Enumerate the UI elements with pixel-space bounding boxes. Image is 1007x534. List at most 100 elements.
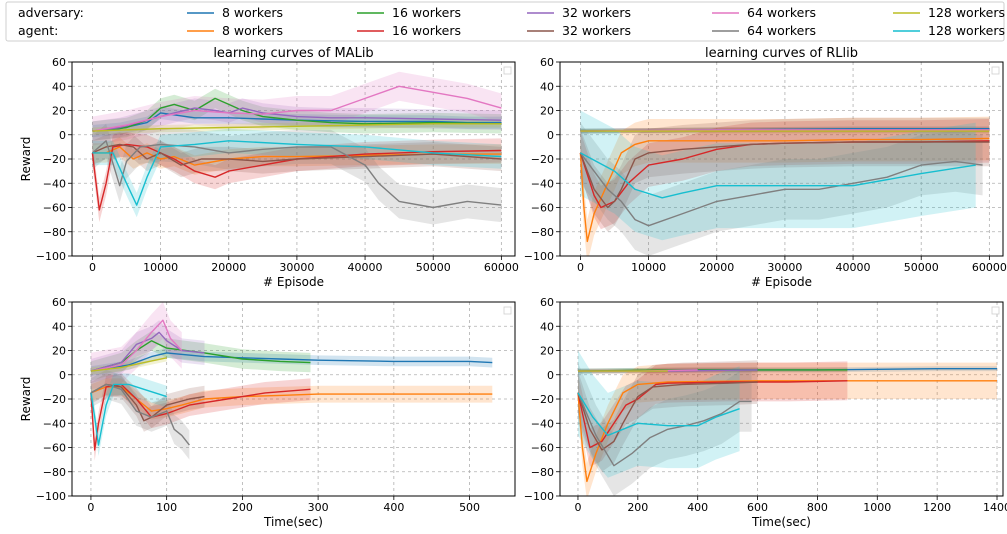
series-line-adv32 <box>90 331 205 372</box>
legend-label-agent-4: 128 workers <box>928 23 1005 38</box>
y-tick-label-2: −60 <box>531 202 554 215</box>
y-axis-label: Reward <box>19 137 33 182</box>
y-tick-label-6: 20 <box>52 345 66 358</box>
band-ag64 <box>92 123 502 225</box>
series-line-ag32 <box>579 141 990 209</box>
legend-label-adversary-2: 32 workers <box>562 5 631 20</box>
x-tick-label-0: 0 <box>574 501 581 514</box>
series-line-adv8 <box>90 352 493 372</box>
y-tick-label-2: −60 <box>43 202 66 215</box>
x-tick-label-5: 500 <box>459 501 480 514</box>
band-ag8 <box>578 362 997 496</box>
y-tick-label-5: 0 <box>547 369 554 382</box>
series-line-ag128 <box>90 383 167 446</box>
series-line-adv64 <box>92 85 502 132</box>
series-line-ag128 <box>92 140 502 206</box>
series-lines <box>577 368 997 483</box>
band-ag32 <box>92 132 502 178</box>
legend: adversary: agent: 8 workers 16 workers 32 … <box>5 1 1005 42</box>
x-tick-label-0: 0 <box>87 501 94 514</box>
y-tick-label-1: −80 <box>43 226 66 239</box>
x-axis-label: # Episode <box>751 275 812 289</box>
x-tick-label-2: 400 <box>687 501 708 514</box>
x-tick-label-6: 60000 <box>972 261 1007 274</box>
series-line-ag128 <box>577 392 740 437</box>
band-adv64 <box>92 71 502 146</box>
x-tick-label-3: 30000 <box>279 261 314 274</box>
x-tick-label-6: 60000 <box>484 261 519 274</box>
y-tick-label-5: 0 <box>59 369 66 382</box>
series-line-ag16 <box>91 143 502 211</box>
y-tick-label-3: −40 <box>531 417 554 430</box>
legend-label-agent-0: 8 workers <box>222 23 283 38</box>
empty-legend-marker <box>991 306 1000 315</box>
x-tick-label-3: 30000 <box>767 261 802 274</box>
y-tick-label-0: −100 <box>36 250 66 263</box>
series-line-ag64 <box>577 392 752 467</box>
panel-malib-episode: 0 10000 20000 30000 40000 50000 60000 −100 −80 −6… <box>19 46 519 289</box>
series-line-adv128 <box>90 357 167 372</box>
x-tick-label-5: 50000 <box>416 261 451 274</box>
series-line-ag8 <box>579 137 990 243</box>
series-line-ag64 <box>91 140 502 209</box>
series-line-ag64 <box>579 152 983 227</box>
series-line-adv128 <box>92 123 502 132</box>
band-adv16 <box>92 88 502 141</box>
x-tick-label-2: 20000 <box>211 261 246 274</box>
x-tick-label-4: 40000 <box>836 261 871 274</box>
y-tick-label-1: −80 <box>43 466 66 479</box>
empty-legend-marker <box>503 306 512 315</box>
y-tick-label-7: 40 <box>52 320 66 333</box>
legend-label-agent-1: 16 workers <box>392 23 461 38</box>
band-ag16 <box>578 361 848 467</box>
x-tick-label-3: 300 <box>308 501 329 514</box>
band-ag128 <box>580 110 976 241</box>
band-ag8 <box>580 116 990 256</box>
series-line-ag16 <box>90 383 311 451</box>
empty-legend-marker <box>503 66 512 75</box>
legend-box <box>5 1 1005 42</box>
x-tick-label-6: 1200 <box>923 501 951 514</box>
y-tick-label-1: −80 <box>531 226 554 239</box>
x-tick-label-0: 0 <box>577 261 584 274</box>
y-tick-label-3: −40 <box>531 177 554 190</box>
panel-malib-time: 0 100 200 300 400 500 −100 −80 −60 −40 −20 0 20 40 60 T… <box>19 296 516 529</box>
y-tick-label-8: 60 <box>540 56 554 69</box>
x-tick-label-0: 0 <box>89 261 96 274</box>
y-tick-label-8: 60 <box>52 56 66 69</box>
series-line-ag32 <box>92 143 502 166</box>
legend-label-agent-2: 32 workers <box>562 23 631 38</box>
x-axis-label: Time(sec) <box>263 515 323 529</box>
y-tick-label-5: 0 <box>547 129 554 142</box>
series-line-ag8 <box>577 380 997 483</box>
band-ag32 <box>578 360 758 472</box>
y-tick-label-6: 20 <box>540 105 554 118</box>
empty-legend-marker <box>991 66 1000 75</box>
band-ag128 <box>92 128 502 218</box>
band-ag64 <box>578 362 752 496</box>
x-tick-label-2: 20000 <box>699 261 734 274</box>
y-tick-label-4: −20 <box>531 393 554 406</box>
series-line-ag64 <box>90 383 190 446</box>
y-tick-label-7: 40 <box>52 80 66 93</box>
series-lines <box>91 85 502 211</box>
y-tick-label-4: −20 <box>43 393 66 406</box>
band-ag64 <box>90 369 190 460</box>
panel-rllib-episode: 0 10000 20000 30000 40000 50000 60000 −100 −80 −6… <box>524 46 1007 289</box>
y-tick-label-4: −20 <box>531 153 554 166</box>
x-tick-label-3: 600 <box>747 501 768 514</box>
y-tick-label-6: 20 <box>540 345 554 358</box>
legend-row-label-agent: agent: <box>18 23 58 38</box>
x-tick-label-1: 10000 <box>143 261 178 274</box>
x-tick-label-4: 800 <box>807 501 828 514</box>
band-ag8 <box>90 378 493 420</box>
x-axis-label: # Episode <box>263 275 324 289</box>
x-tick-label-4: 40000 <box>348 261 383 274</box>
y-tick-label-4: −20 <box>43 153 66 166</box>
x-tick-label-7: 1400 <box>983 501 1007 514</box>
x-tick-label-5: 1000 <box>863 501 891 514</box>
bands <box>580 110 990 256</box>
panel-title: learning curves of RLlib <box>705 46 858 61</box>
series-line-adv8 <box>92 112 502 132</box>
